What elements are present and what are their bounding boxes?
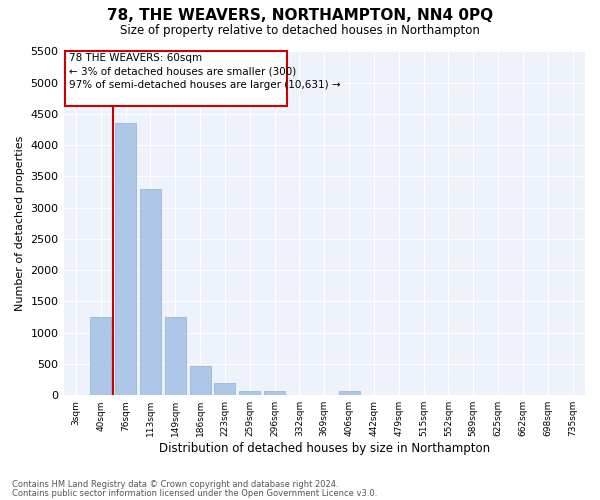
Bar [214, 382, 235, 395]
Bar [239, 390, 260, 395]
Text: 78, THE WEAVERS, NORTHAMPTON, NN4 0PQ: 78, THE WEAVERS, NORTHAMPTON, NN4 0PQ [107, 8, 493, 22]
Text: Contains public sector information licensed under the Open Government Licence v3: Contains public sector information licen… [12, 488, 377, 498]
X-axis label: Distribution of detached houses by size in Northampton: Distribution of detached houses by size … [159, 442, 490, 455]
FancyBboxPatch shape [65, 52, 287, 106]
Y-axis label: Number of detached properties: Number of detached properties [15, 136, 25, 311]
Bar [90, 317, 112, 395]
Text: Size of property relative to detached houses in Northampton: Size of property relative to detached ho… [120, 24, 480, 37]
Bar [338, 390, 359, 395]
Bar [165, 317, 186, 395]
Text: 78 THE WEAVERS: 60sqm
← 3% of detached houses are smaller (300)
97% of semi-deta: 78 THE WEAVERS: 60sqm ← 3% of detached h… [68, 54, 340, 90]
Bar [190, 366, 211, 395]
Bar [115, 124, 136, 395]
Bar [140, 189, 161, 395]
Bar [264, 390, 285, 395]
Text: Contains HM Land Registry data © Crown copyright and database right 2024.: Contains HM Land Registry data © Crown c… [12, 480, 338, 489]
